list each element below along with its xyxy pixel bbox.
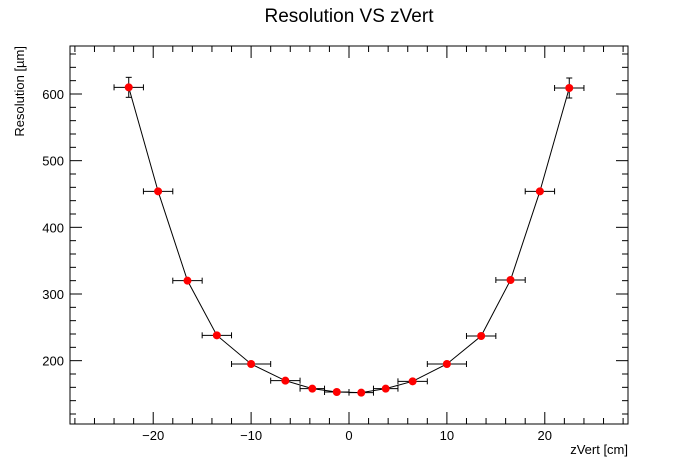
error-bars (113, 76, 585, 396)
axis-tick-labels: −20 −10 0 10 20 200 300 400 500 600 (42, 87, 552, 443)
x-tick-label: −10 (240, 428, 262, 443)
x-tick-label: −20 (142, 428, 164, 443)
data-point (477, 332, 486, 340)
data-point (247, 360, 256, 368)
chart-title: Resolution VS zVert (264, 6, 434, 27)
y-axis-title: Resolution [µm] (12, 46, 27, 137)
data-point (506, 276, 515, 284)
y-tick-label: 500 (42, 154, 64, 169)
x-axis-title: zVert [cm] (570, 442, 628, 457)
plot-frame (69, 45, 629, 425)
series-line (128, 87, 570, 394)
data-point (535, 187, 544, 196)
data-point (308, 384, 317, 393)
x-tick-label: 0 (345, 428, 352, 443)
data-point (212, 331, 221, 340)
data-point (124, 83, 133, 92)
data-point (408, 377, 417, 386)
data-point (332, 388, 341, 396)
data-point (154, 187, 163, 196)
data-point (442, 360, 451, 368)
y-tick-label: 400 (42, 220, 64, 235)
x-tick-label: 20 (538, 428, 552, 443)
data-markers (124, 83, 574, 397)
y-tick-label: 300 (42, 287, 64, 302)
y-tick-label: 200 (42, 354, 64, 369)
data-point (381, 384, 390, 393)
data-point (281, 376, 290, 385)
data-point (357, 388, 366, 397)
data-point (565, 84, 574, 92)
axis-ticks (70, 46, 628, 424)
y-tick-label: 600 (42, 87, 64, 102)
x-tick-label: 10 (440, 428, 454, 443)
data-point (183, 276, 192, 285)
